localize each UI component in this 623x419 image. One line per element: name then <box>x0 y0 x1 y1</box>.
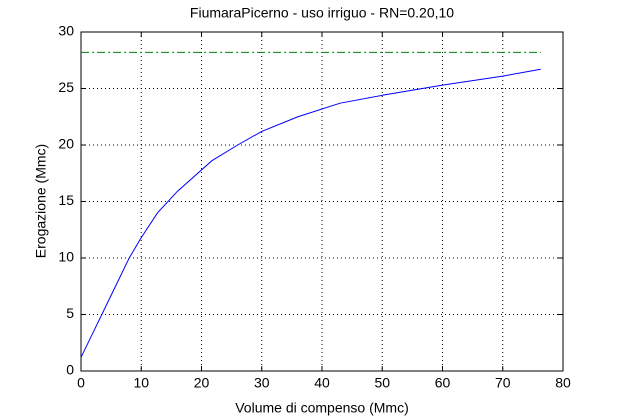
x-tick-label: 20 <box>194 375 210 391</box>
y-tick-label: 20 <box>58 136 74 152</box>
plot-frame <box>80 31 564 372</box>
chart-title: FiumaraPicerno - uso irriguo - RN=0.20,1… <box>190 5 454 21</box>
y-tick-label: 15 <box>58 192 74 208</box>
x-tick-label: 40 <box>314 375 330 391</box>
y-axis-label: Erogazione (Mmc) <box>33 144 49 258</box>
y-tick-label: 0 <box>66 362 74 378</box>
x-tick-label: 0 <box>77 375 85 391</box>
y-tick-label: 10 <box>58 249 74 265</box>
x-tick-label: 30 <box>254 375 270 391</box>
x-tick-label: 50 <box>374 375 390 391</box>
x-tick-label: 60 <box>435 375 451 391</box>
y-tick-label: 30 <box>58 23 74 39</box>
x-axis-label: Volume di compenso (Mmc) <box>235 400 409 416</box>
y-tick-label: 25 <box>58 79 74 95</box>
x-tick-label: 10 <box>133 375 149 391</box>
line-series <box>80 68 541 358</box>
x-tick-label: 70 <box>495 375 511 391</box>
x-tick-label: 80 <box>555 375 571 391</box>
y-tick-label: 5 <box>66 305 74 321</box>
